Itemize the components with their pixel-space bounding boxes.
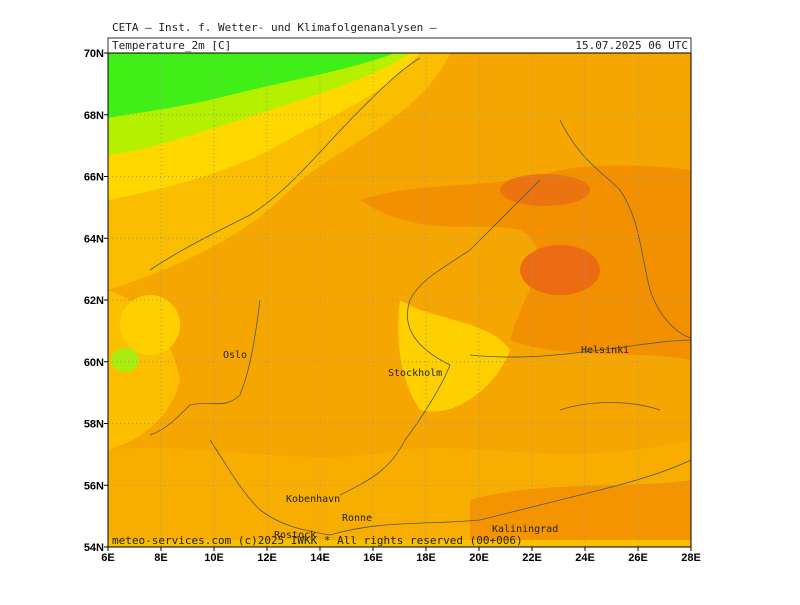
lon-tick-label: 8E: [154, 552, 167, 564]
panel-datetime: 15.07.2025 06 UTC: [575, 39, 688, 52]
lat-tick-label: 54N: [84, 542, 104, 554]
lat-tick-label: 70N: [84, 48, 104, 60]
city-label: Oslo: [223, 350, 247, 361]
lat-tick-label: 60N: [84, 357, 104, 369]
map-frame: [107, 52, 692, 548]
panel-title: Temperature_2m [C]: [112, 39, 231, 52]
lon-tick-label: 18E: [416, 552, 436, 564]
city-label: Kaliningrad: [492, 524, 558, 535]
city-label: Kobenhavn: [286, 494, 340, 505]
lat-tick-label: 56N: [84, 480, 104, 492]
city-label: Ronne: [342, 513, 372, 524]
lon-tick-label: 22E: [522, 552, 542, 564]
city-label: Rostock: [274, 530, 316, 541]
footer: meteo-services.com (c)2025 IWKK * All ri…: [112, 534, 523, 547]
lon-tick-label: 12E: [257, 552, 277, 564]
field: [108, 53, 691, 547]
lon-tick-label: 14E: [310, 552, 330, 564]
lat-tick-label: 68N: [84, 110, 104, 122]
lat-tick-label: 66N: [84, 172, 104, 184]
lat-tick-label: 64N: [84, 233, 104, 245]
lon-tick-label: 26E: [628, 552, 648, 564]
city-label: Helsinki: [581, 345, 629, 356]
lon-tick-label: 24E: [575, 552, 595, 564]
lon-tick-label: 28E: [681, 552, 701, 564]
lat-tick-label: 62N: [84, 295, 104, 307]
city-label: Stockholm: [388, 368, 442, 379]
coastlines: [149, 57, 691, 536]
lat-tick-label: 58N: [84, 419, 104, 431]
lon-tick-label: 16E: [363, 552, 383, 564]
lon-tick-label: 10E: [204, 552, 224, 564]
header: CETA – Inst. f. Wetter- und Klimafolgena…: [112, 21, 437, 34]
lon-tick-label: 6E: [101, 552, 114, 564]
lon-tick-label: 20E: [469, 552, 489, 564]
